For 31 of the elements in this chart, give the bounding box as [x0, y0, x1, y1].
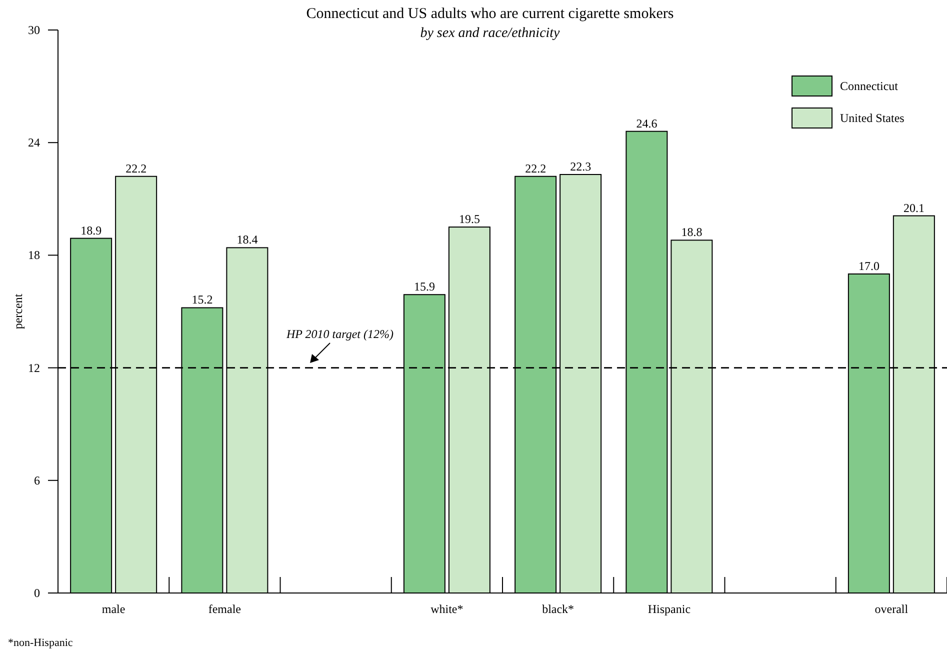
ref-line-label: HP 2010 target (12%)	[286, 326, 394, 341]
data-label: 22.2	[525, 161, 546, 176]
y-tick-label: 0	[34, 586, 40, 600]
y-tick-label: 12	[28, 360, 40, 375]
x-tick-label: black*	[542, 602, 574, 616]
y-tick-label: 6	[34, 473, 40, 488]
data-label: 24.6	[636, 116, 658, 130]
y-axis-title: percent	[11, 293, 25, 330]
legend-label: Connecticut	[840, 79, 899, 93]
data-label: 22.2	[126, 161, 147, 176]
legend-label: United States	[840, 111, 905, 125]
data-label: 18.8	[681, 225, 702, 240]
chart-subtitle: by sex and race/ethnicity	[420, 26, 561, 41]
text: *non-Hispanic	[8, 637, 73, 649]
x-tick-label: male	[102, 602, 126, 616]
y-tick-label: 24	[28, 136, 40, 150]
y-tick-label: 30	[28, 23, 40, 37]
data-label: 20.1	[903, 200, 924, 215]
x-tick-label: Hispanic	[648, 602, 691, 616]
x-tick-label: overall	[874, 602, 909, 616]
y-tick-label: 18	[28, 248, 40, 262]
data-label: 19.5	[458, 212, 480, 226]
data-label: 18.4	[236, 232, 258, 247]
data-label: 15.2	[192, 292, 213, 307]
data-label: 15.9	[414, 280, 435, 294]
x-tick-label: white*	[430, 602, 464, 616]
data-label: 18.9	[80, 223, 102, 238]
x-tick-label: female	[208, 602, 242, 616]
chart-title: Connecticut and US adults who are current cigarette smokers	[306, 6, 674, 22]
data-label: 22.3	[570, 160, 592, 174]
data-label: 17.0	[858, 258, 880, 273]
